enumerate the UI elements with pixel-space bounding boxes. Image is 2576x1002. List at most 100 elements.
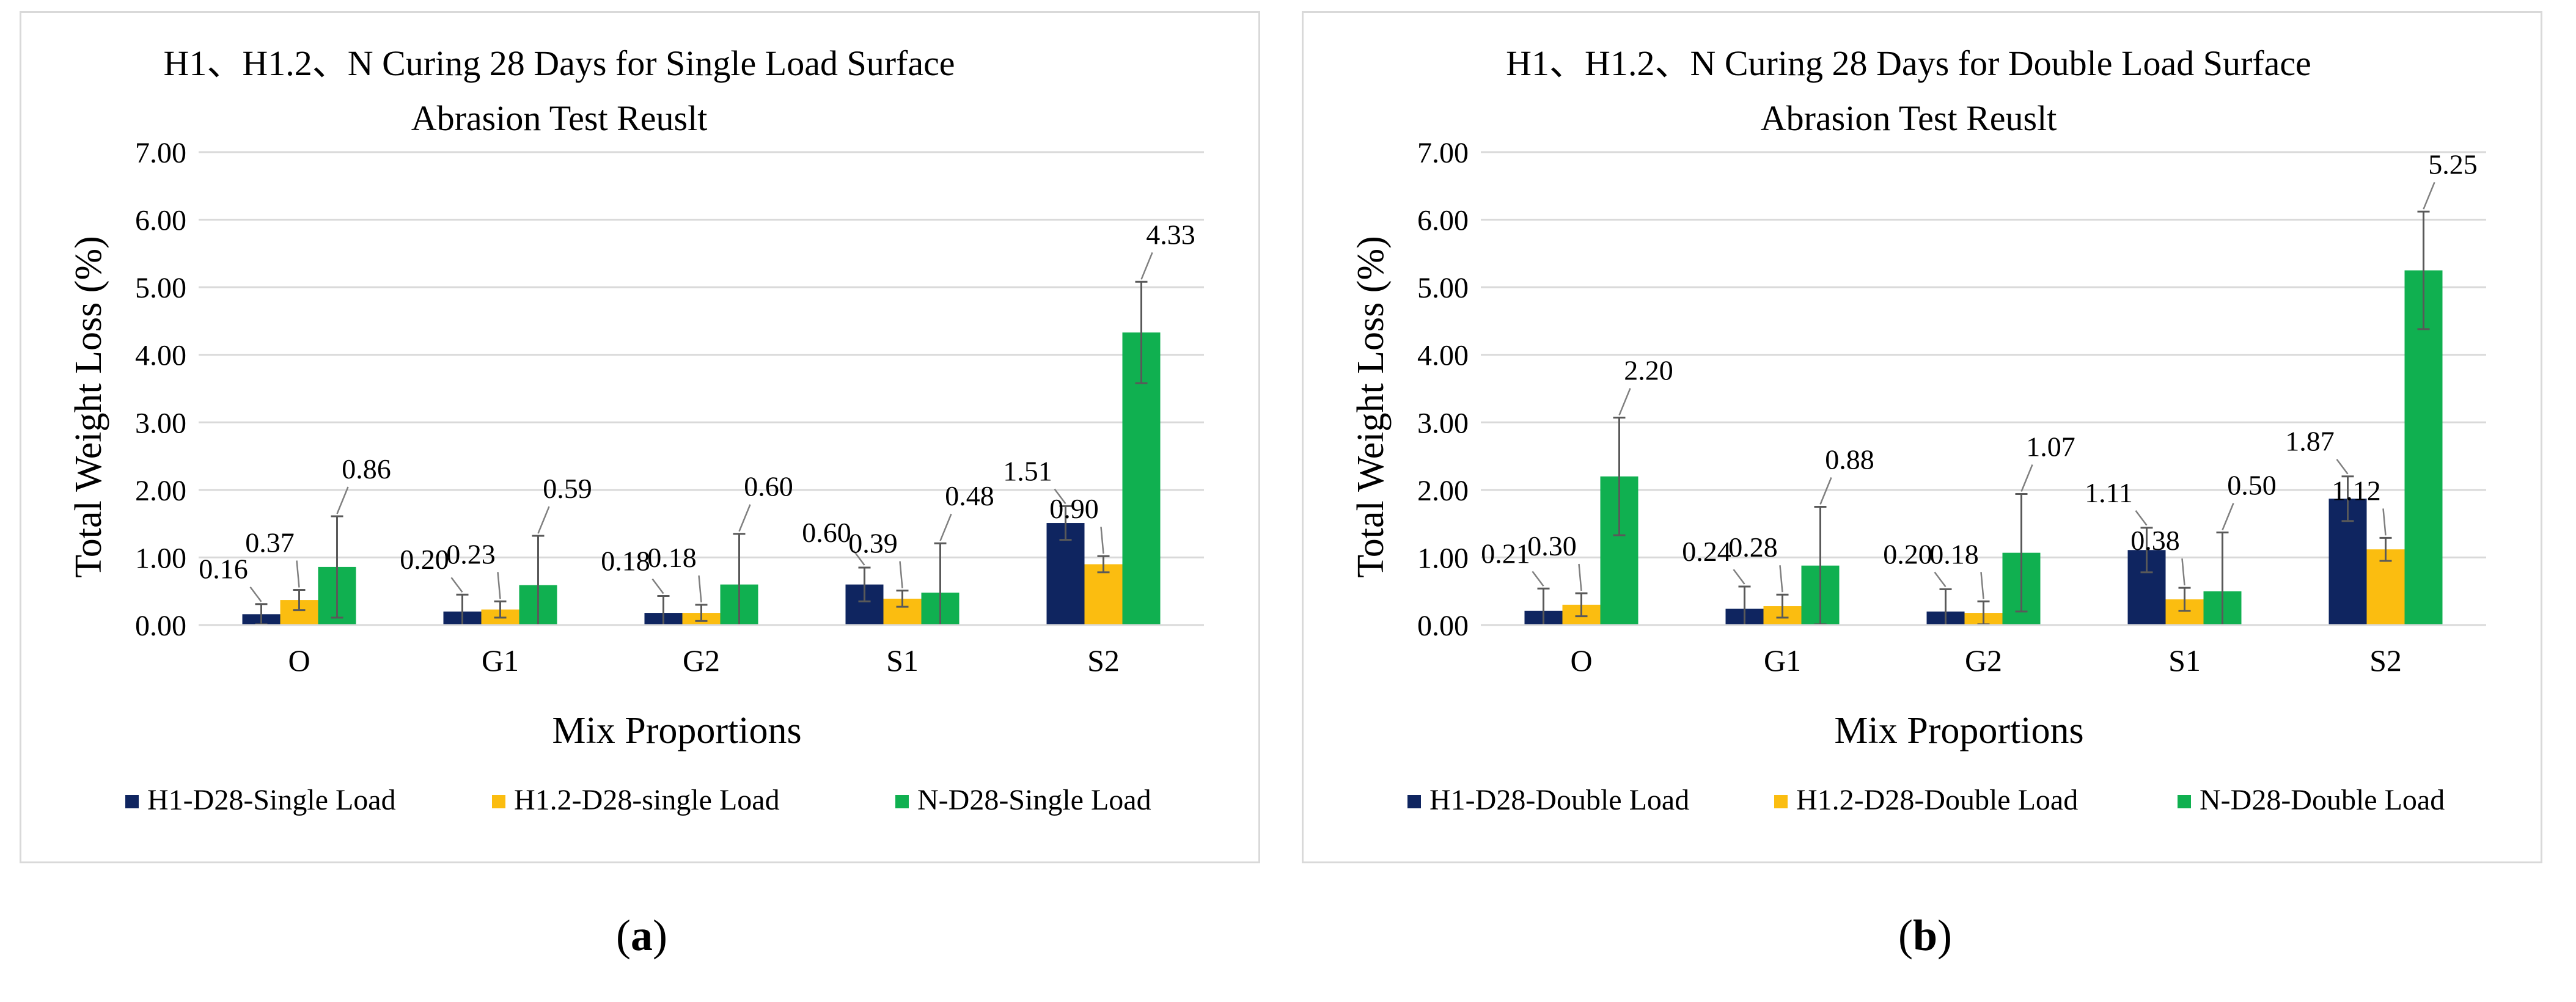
- p0-legend-label-s2: N-D28-Single Load: [917, 784, 1151, 816]
- p1-data-label-leader: [2181, 558, 2185, 586]
- p0-y-tick-label: 3.00: [135, 407, 186, 439]
- bar-chart-a: H1、H1.2、N Curing 28 Days for Single Load…: [68, 43, 1204, 816]
- p0-data-label: 0.16: [199, 554, 248, 585]
- p1-y-tick-label: 3.00: [1417, 407, 1469, 439]
- p1-data-label-leader: [1980, 572, 1984, 599]
- panel-label-b: (b): [1898, 911, 1952, 960]
- p0-data-label: 0.20: [400, 544, 449, 575]
- p1-x-tick-label: G2: [1965, 643, 2002, 678]
- p0-data-label: 0.18: [647, 542, 697, 573]
- p1-y-tick-label: 2.00: [1417, 475, 1469, 507]
- p0-data-label: 0.37: [245, 527, 295, 558]
- p0-y-tick-label: 2.00: [135, 475, 186, 507]
- p0-data-label-leader: [939, 513, 952, 541]
- bar-chart-b: H1、H1.2、N Curing 28 Days for Double Load…: [1350, 43, 2486, 816]
- p1-chart-title-line: Abrasion Test Reuslt: [1761, 98, 2057, 138]
- p1-data-label: 0.30: [1527, 530, 1577, 561]
- p0-x-axis-label: Mix Proportions: [552, 710, 801, 752]
- p1-data-label: 0.38: [2130, 525, 2180, 556]
- p0-data-label: 4.33: [1146, 219, 1195, 250]
- p0-data-label-leader: [336, 486, 349, 514]
- p1-legend-label-s0: H1-D28-Double Load: [1429, 784, 1689, 816]
- p0-legend-swatch-s0: [125, 795, 139, 808]
- p1-y-tick-label: 0.00: [1417, 610, 1469, 642]
- p1-data-label-leader: [2222, 503, 2234, 530]
- p1-data-label-leader: [1532, 571, 1544, 587]
- p0-x-tick-label: S1: [886, 643, 919, 678]
- p1-data-label: 1.12: [2332, 475, 2381, 506]
- p1-data-label: 0.24: [1682, 536, 1731, 567]
- p1-x-tick-label: S2: [2369, 643, 2402, 678]
- p0-data-label: 0.90: [1049, 493, 1099, 524]
- p0-x-tick-label: O: [288, 643, 310, 678]
- p1-chart-title-line: H1、H1.2、N Curing 28 Days for Double Load…: [1506, 43, 2311, 83]
- p0-x-tick-label: G2: [683, 643, 720, 678]
- p0-x-tick-label: S2: [1087, 643, 1120, 678]
- p0-data-label-leader: [1100, 527, 1104, 554]
- p1-data-label-leader: [1733, 569, 1745, 585]
- p1-data-label-leader: [2336, 458, 2349, 475]
- p1-data-label: 1.87: [2285, 426, 2335, 457]
- p1-x-axis-label: Mix Proportions: [1834, 710, 2083, 752]
- p0-x-tick-label: G1: [482, 643, 519, 678]
- p0-data-label: 0.48: [945, 480, 994, 511]
- p0-data-label-leader: [651, 578, 664, 594]
- p1-legend-swatch-s1: [1774, 795, 1788, 808]
- p0-legend-label-s0: H1-D28-Single Load: [147, 784, 396, 816]
- p1-data-label: 1.07: [2026, 431, 2075, 462]
- p0-data-label-leader: [296, 560, 300, 588]
- p1-data-label-leader: [1934, 571, 1947, 588]
- p1-data-label: 0.50: [2227, 470, 2277, 501]
- p1-data-label: 0.18: [1929, 538, 1979, 569]
- p0-y-tick-label: 1.00: [135, 542, 186, 574]
- p0-data-label-leader: [738, 504, 751, 532]
- p0-data-label-leader: [1054, 488, 1066, 505]
- p1-data-label-leader: [1779, 565, 1783, 593]
- p0-data-label: 1.51: [1003, 455, 1052, 486]
- p1-y-tick-label: 4.00: [1417, 340, 1469, 372]
- p1-x-tick-label: S1: [2168, 643, 2201, 678]
- p0-legend-swatch-s2: [895, 795, 909, 808]
- p1-data-label-leader: [2020, 464, 2033, 492]
- p1-data-label-leader: [1578, 563, 1582, 591]
- p1-legend-label-s1: H1.2-D28-Double Load: [1796, 784, 2078, 816]
- p0-data-label-leader: [249, 586, 262, 602]
- p0-chart-title-line: Abrasion Test Reuslt: [411, 98, 708, 138]
- p0-bar-S2-s1: [1084, 564, 1123, 625]
- p0-y-tick-label: 4.00: [135, 340, 186, 372]
- p1-data-label: 1.11: [2085, 477, 2133, 508]
- p0-legend-label-s1: H1.2-D28-single Load: [514, 784, 780, 816]
- p1-y-axis-label: Total Weight Loss (%): [1350, 236, 1392, 577]
- p1-y-tick-label: 6.00: [1417, 205, 1469, 237]
- p0-chart-title-line: H1、H1.2、N Curing 28 Days for Single Load…: [163, 43, 955, 83]
- panel-label-a: (a): [616, 911, 667, 960]
- p0-data-label-leader: [497, 572, 501, 599]
- p1-x-tick-label: O: [1570, 643, 1592, 678]
- p1-data-label: 0.20: [1883, 538, 1932, 569]
- p0-data-label-leader: [1140, 252, 1153, 280]
- p1-x-tick-label: G1: [1764, 643, 1801, 678]
- p1-data-label: 0.88: [1825, 444, 1874, 475]
- p1-bar-S2-s1: [2366, 549, 2405, 625]
- p0-data-label: 0.23: [446, 538, 496, 569]
- p0-legend-swatch-s1: [492, 795, 505, 808]
- p0-y-tick-label: 5.00: [135, 272, 186, 304]
- p1-data-label: 0.21: [1481, 538, 1530, 569]
- p0-data-label: 0.60: [744, 471, 793, 502]
- p0-data-label: 0.60: [802, 517, 851, 548]
- p0-y-tick-label: 7.00: [135, 137, 186, 169]
- p1-data-label-leader: [2382, 508, 2387, 536]
- p1-y-tick-label: 1.00: [1417, 542, 1469, 574]
- p1-y-tick-label: 5.00: [1417, 272, 1469, 304]
- p1-data-label: 0.28: [1728, 532, 1778, 563]
- p1-legend-swatch-s0: [1407, 795, 1421, 808]
- p0-data-label-leader: [698, 575, 702, 602]
- p1-y-tick-label: 7.00: [1417, 137, 1469, 169]
- p1-legend-swatch-s2: [2178, 795, 2191, 808]
- chart-panel-b: H1、H1.2、N Curing 28 Days for Double Load…: [1302, 11, 2542, 863]
- p1-data-label: 5.25: [2428, 148, 2478, 180]
- p0-y-tick-label: 0.00: [135, 610, 186, 642]
- p0-data-label-leader: [853, 550, 865, 566]
- p0-data-label: 0.86: [342, 453, 391, 485]
- p1-data-label-leader: [2423, 181, 2435, 210]
